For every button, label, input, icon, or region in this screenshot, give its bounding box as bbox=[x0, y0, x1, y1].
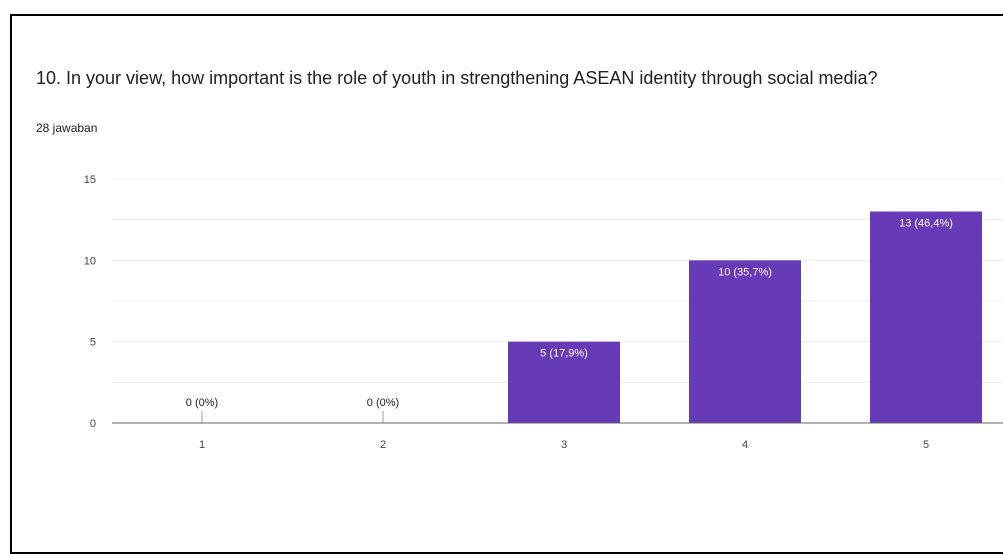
data-label: 5 (17,9%) bbox=[540, 348, 588, 360]
chart-card bbox=[10, 14, 1003, 554]
y-tick-label: 15 bbox=[84, 174, 96, 186]
y-tick-label: 0 bbox=[90, 418, 96, 430]
bar bbox=[689, 260, 801, 423]
data-label: 10 (35,7%) bbox=[718, 266, 772, 278]
data-label: 0 (0%) bbox=[186, 397, 218, 409]
x-tick-label: 1 bbox=[199, 439, 205, 451]
bar bbox=[870, 211, 982, 423]
response-count: 28 jawaban bbox=[36, 121, 98, 135]
x-tick-label: 2 bbox=[380, 439, 386, 451]
x-tick-label: 5 bbox=[923, 439, 929, 451]
x-tick-label: 3 bbox=[561, 439, 567, 451]
data-label: 0 (0%) bbox=[367, 397, 399, 409]
bar-chart: 0 5 10 15 0 (0%) 1 0 (0%) 2 5 (17,9%) 3 10 (35,7%)… bbox=[84, 174, 1003, 451]
bar bbox=[508, 341, 620, 423]
y-tick-label: 10 bbox=[84, 255, 96, 267]
data-label: 13 (46,4%) bbox=[899, 218, 953, 230]
x-tick-label: 4 bbox=[742, 439, 748, 451]
question-title: 10. In your view, how important is the r… bbox=[36, 68, 878, 88]
y-tick-label: 5 bbox=[90, 337, 96, 349]
